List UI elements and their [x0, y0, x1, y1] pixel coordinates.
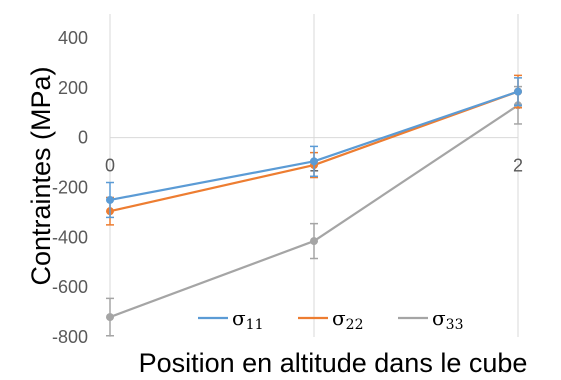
- data-point: [514, 87, 522, 96]
- x-tick-label: 2: [513, 156, 523, 176]
- grid: [109, 14, 519, 337]
- legend-item: σ22: [298, 306, 363, 333]
- legend-label: σ33: [432, 306, 463, 333]
- x-tick-label: 0: [105, 156, 115, 176]
- legend-item: σ11: [198, 306, 263, 333]
- legend-item: σ33: [398, 306, 463, 333]
- data-point: [106, 195, 114, 204]
- data-point: [310, 237, 318, 246]
- series-σ11: [106, 77, 522, 219]
- y-tick-label: -800: [52, 327, 88, 347]
- data-point: [310, 157, 318, 166]
- data-point: [106, 313, 114, 322]
- x-axis-title: Position en altitude dans le cube: [139, 348, 528, 378]
- y-tick-label: 400: [58, 28, 88, 48]
- legend: σ11 σ22 σ33: [198, 306, 463, 333]
- legend-label: σ11: [232, 306, 263, 333]
- y-tick-label: -600: [52, 277, 88, 297]
- y-tick-label: -200: [52, 178, 88, 198]
- y-axis: 400 200 0 -200 -400 -600 -800: [52, 28, 88, 347]
- y-axis-title: Contraintes (MPa): [26, 66, 56, 285]
- y-tick-label: -400: [52, 227, 88, 247]
- y-tick-label: 200: [58, 78, 88, 98]
- y-tick-label: 0: [78, 128, 88, 148]
- series-layer: [106, 74, 522, 337]
- legend-label: σ22: [332, 306, 363, 333]
